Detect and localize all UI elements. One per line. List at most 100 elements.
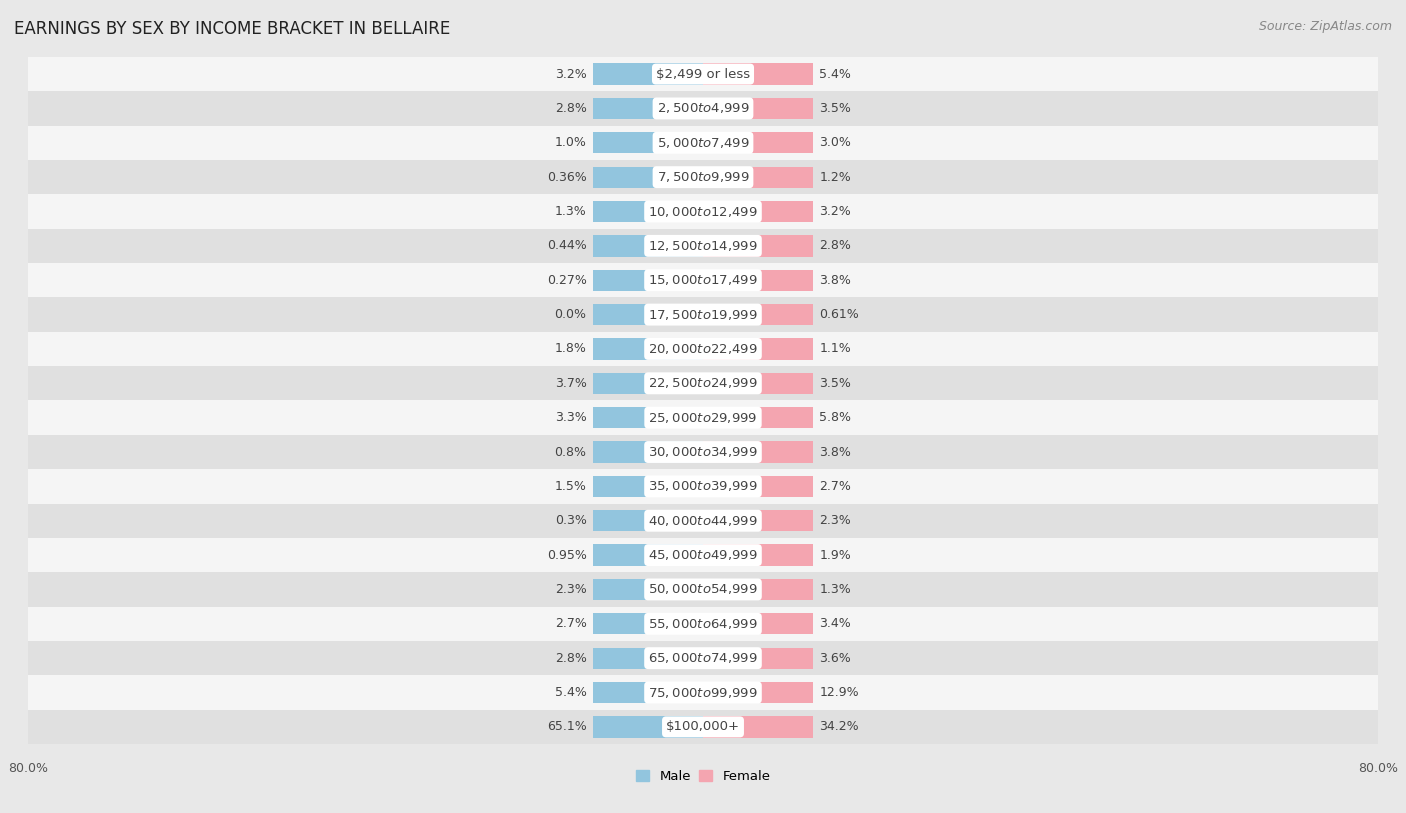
Bar (593, 682, 703, 703)
Text: 65.1%: 65.1% (547, 720, 586, 733)
Bar (703, 510, 813, 532)
Bar (593, 647, 703, 669)
Bar (703, 647, 813, 669)
Text: $100,000+: $100,000+ (666, 720, 740, 733)
Text: $50,000 to $54,999: $50,000 to $54,999 (648, 582, 758, 597)
Text: $20,000 to $22,499: $20,000 to $22,499 (648, 342, 758, 356)
Text: $35,000 to $39,999: $35,000 to $39,999 (648, 480, 758, 493)
Text: 1.9%: 1.9% (820, 549, 851, 562)
Text: 3.8%: 3.8% (820, 446, 851, 459)
Bar (703, 133, 813, 154)
Text: 3.2%: 3.2% (820, 205, 851, 218)
Text: 3.4%: 3.4% (820, 617, 851, 630)
Bar (703, 613, 813, 634)
Text: $17,500 to $19,999: $17,500 to $19,999 (648, 307, 758, 322)
Text: 3.5%: 3.5% (820, 102, 851, 115)
Bar (593, 579, 703, 600)
Text: 3.2%: 3.2% (555, 67, 586, 80)
Text: 1.3%: 1.3% (820, 583, 851, 596)
Bar (593, 201, 703, 222)
Text: $22,500 to $24,999: $22,500 to $24,999 (648, 376, 758, 390)
Text: 5.4%: 5.4% (820, 67, 851, 80)
Bar (28, 606, 1378, 641)
Text: 34.2%: 34.2% (820, 720, 859, 733)
Bar (703, 716, 813, 737)
Text: 0.36%: 0.36% (547, 171, 586, 184)
Bar (28, 676, 1378, 710)
Bar (28, 228, 1378, 263)
Text: 2.3%: 2.3% (555, 583, 586, 596)
Bar (28, 503, 1378, 538)
Bar (593, 510, 703, 532)
Bar (703, 441, 813, 463)
Text: 1.2%: 1.2% (820, 171, 851, 184)
Bar (593, 338, 703, 359)
Text: 1.8%: 1.8% (555, 342, 586, 355)
Text: 1.1%: 1.1% (820, 342, 851, 355)
Text: $10,000 to $12,499: $10,000 to $12,499 (648, 205, 758, 219)
Bar (28, 641, 1378, 676)
Text: 0.61%: 0.61% (820, 308, 859, 321)
Bar (28, 194, 1378, 228)
Bar (28, 366, 1378, 401)
Text: 2.3%: 2.3% (820, 515, 851, 528)
Bar (703, 579, 813, 600)
Bar (593, 372, 703, 394)
Text: $40,000 to $44,999: $40,000 to $44,999 (648, 514, 758, 528)
Text: 3.7%: 3.7% (555, 376, 586, 389)
Text: $2,499 or less: $2,499 or less (657, 67, 749, 80)
Bar (28, 57, 1378, 91)
Bar (703, 98, 813, 119)
Text: $2,500 to $4,999: $2,500 to $4,999 (657, 102, 749, 115)
Bar (703, 270, 813, 291)
Text: $7,500 to $9,999: $7,500 to $9,999 (657, 170, 749, 185)
Text: $5,000 to $7,499: $5,000 to $7,499 (657, 136, 749, 150)
Text: 2.7%: 2.7% (820, 480, 851, 493)
Text: 0.0%: 0.0% (554, 308, 586, 321)
Bar (703, 476, 813, 497)
Bar (593, 613, 703, 634)
Bar (593, 407, 703, 428)
Text: 5.8%: 5.8% (820, 411, 852, 424)
Bar (28, 298, 1378, 332)
Text: EARNINGS BY SEX BY INCOME BRACKET IN BELLAIRE: EARNINGS BY SEX BY INCOME BRACKET IN BEL… (14, 20, 450, 38)
Text: 3.3%: 3.3% (555, 411, 586, 424)
Bar (593, 270, 703, 291)
Text: $30,000 to $34,999: $30,000 to $34,999 (648, 445, 758, 459)
Bar (28, 160, 1378, 194)
Bar (703, 63, 813, 85)
Bar (593, 167, 703, 188)
Bar (28, 538, 1378, 572)
Bar (593, 545, 703, 566)
Bar (593, 63, 703, 85)
Bar (593, 235, 703, 257)
Text: $45,000 to $49,999: $45,000 to $49,999 (648, 548, 758, 562)
Text: 0.8%: 0.8% (554, 446, 586, 459)
Text: $12,500 to $14,999: $12,500 to $14,999 (648, 239, 758, 253)
Bar (703, 407, 813, 428)
Text: 5.4%: 5.4% (555, 686, 586, 699)
Text: 2.7%: 2.7% (555, 617, 586, 630)
Text: 2.8%: 2.8% (555, 102, 586, 115)
Text: 2.8%: 2.8% (820, 239, 851, 252)
Bar (703, 682, 813, 703)
Text: 0.27%: 0.27% (547, 274, 586, 287)
Text: 1.5%: 1.5% (555, 480, 586, 493)
Text: 3.6%: 3.6% (820, 652, 851, 665)
Text: 1.3%: 1.3% (555, 205, 586, 218)
Bar (28, 469, 1378, 503)
Bar (593, 133, 703, 154)
Text: Source: ZipAtlas.com: Source: ZipAtlas.com (1258, 20, 1392, 33)
Bar (703, 304, 813, 325)
Text: 0.3%: 0.3% (555, 515, 586, 528)
Bar (703, 167, 813, 188)
Text: 3.8%: 3.8% (820, 274, 851, 287)
Text: $15,000 to $17,499: $15,000 to $17,499 (648, 273, 758, 287)
Text: 3.0%: 3.0% (820, 137, 851, 150)
Text: 2.8%: 2.8% (555, 652, 586, 665)
Text: $65,000 to $74,999: $65,000 to $74,999 (648, 651, 758, 665)
Legend: Male, Female: Male, Female (630, 764, 776, 788)
Bar (28, 572, 1378, 606)
Bar (28, 710, 1378, 744)
Bar (28, 91, 1378, 126)
